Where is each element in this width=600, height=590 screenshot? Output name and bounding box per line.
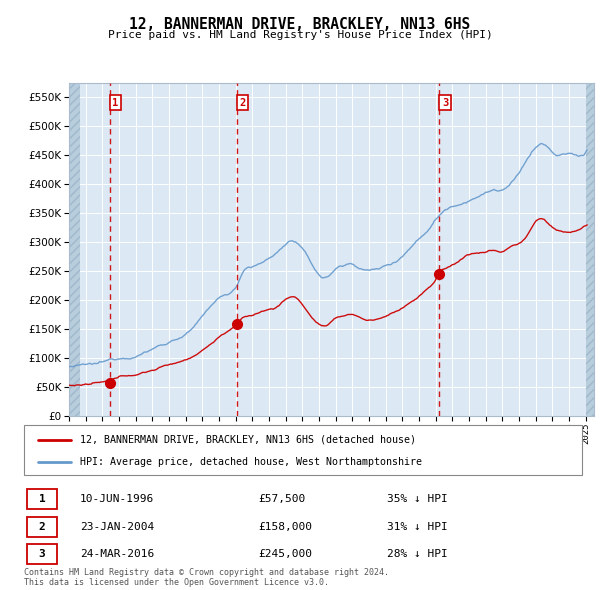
Text: 1: 1: [112, 97, 118, 107]
Text: Price paid vs. HM Land Registry's House Price Index (HPI): Price paid vs. HM Land Registry's House …: [107, 30, 493, 40]
Text: 24-MAR-2016: 24-MAR-2016: [80, 549, 154, 559]
FancyBboxPatch shape: [27, 516, 58, 537]
Text: HPI: Average price, detached house, West Northamptonshire: HPI: Average price, detached house, West…: [80, 457, 422, 467]
Text: 3: 3: [39, 549, 46, 559]
Text: 12, BANNERMAN DRIVE, BRACKLEY, NN13 6HS (detached house): 12, BANNERMAN DRIVE, BRACKLEY, NN13 6HS …: [80, 435, 416, 445]
Text: 31% ↓ HPI: 31% ↓ HPI: [387, 522, 448, 532]
FancyBboxPatch shape: [27, 489, 58, 509]
Text: 2: 2: [39, 522, 46, 532]
Text: £158,000: £158,000: [259, 522, 313, 532]
Bar: [69, 83, 80, 416]
Text: 35% ↓ HPI: 35% ↓ HPI: [387, 494, 448, 504]
FancyBboxPatch shape: [27, 544, 58, 564]
Text: 12, BANNERMAN DRIVE, BRACKLEY, NN13 6HS: 12, BANNERMAN DRIVE, BRACKLEY, NN13 6HS: [130, 17, 470, 31]
Text: 23-JAN-2004: 23-JAN-2004: [80, 522, 154, 532]
Text: Contains HM Land Registry data © Crown copyright and database right 2024.
This d: Contains HM Land Registry data © Crown c…: [24, 568, 389, 587]
Text: 1: 1: [39, 494, 46, 504]
FancyBboxPatch shape: [24, 425, 582, 475]
Text: 3: 3: [442, 97, 448, 107]
Text: £245,000: £245,000: [259, 549, 313, 559]
Text: £57,500: £57,500: [259, 494, 305, 504]
Text: 10-JUN-1996: 10-JUN-1996: [80, 494, 154, 504]
Text: 28% ↓ HPI: 28% ↓ HPI: [387, 549, 448, 559]
Bar: [586, 83, 594, 416]
Text: 2: 2: [239, 97, 245, 107]
